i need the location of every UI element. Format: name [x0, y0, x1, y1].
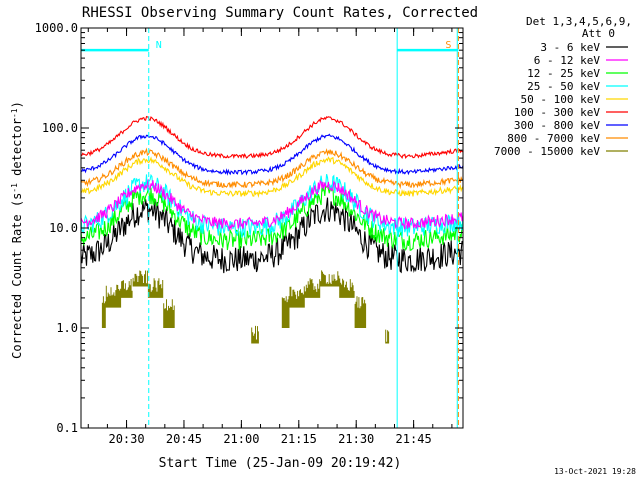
x-tick-label: 21:00	[223, 432, 259, 446]
series-line-300-800-kev	[80, 133, 464, 176]
legend-label: 300 - 800 keV	[514, 119, 600, 132]
y-tick-label: 100.0	[42, 121, 78, 135]
annotation-label-s: S	[445, 40, 451, 51]
y-axis-label-main: Corrected Count Rate (s	[10, 193, 24, 359]
legend-label: 3 - 6 keV	[540, 41, 600, 54]
chart-title: RHESSI Observing Summary Count Rates, Co…	[82, 5, 478, 21]
series-line-50-100-kev	[80, 156, 464, 198]
annotation-label-n: N	[156, 40, 162, 51]
series-line-12-25-kev	[80, 184, 464, 251]
legend-header-line-1: Det 1,3,4,5,6,9,	[526, 15, 632, 28]
svg-text:Corrected Count Rate (s-1 dete: Corrected Count Rate (s-1 detector-1)	[10, 101, 25, 359]
y-tick-label: 10.0	[49, 221, 78, 235]
y-tick-label: 1000.0	[35, 21, 78, 35]
legend-label: 12 - 25 keV	[527, 67, 600, 80]
series-line-3-6-kev	[80, 197, 464, 274]
series-line-7000-15000-kev	[101, 270, 390, 344]
render-timestamp: 13-Oct-2021 19:28	[554, 467, 636, 476]
y-axis-label-sup: -1	[10, 183, 19, 193]
legend-label: 100 - 300 keV	[514, 106, 600, 119]
y-axis-label-end: )	[10, 101, 24, 108]
series-line-800-7000-kev	[80, 147, 464, 190]
x-tick-label: 21:15	[281, 432, 317, 446]
y-tick-label: 0.1	[56, 421, 78, 435]
series-line-100-300-kev	[80, 115, 464, 160]
x-axis-label: Start Time (25-Jan-09 20:19:42)	[159, 456, 402, 471]
legend-label: 6 - 12 keV	[534, 54, 601, 67]
legend-label: 7000 - 15000 keV	[494, 145, 600, 158]
x-tick-label: 20:30	[108, 432, 144, 446]
y-tick-label: 1.0	[56, 321, 78, 335]
legend-header-line-2: Att 0	[582, 27, 615, 40]
series-line-6-12-kev	[80, 179, 464, 232]
legend-label: 25 - 50 keV	[527, 80, 600, 93]
x-tick-label: 21:45	[396, 432, 432, 446]
plot-axes-group: 0.1 1.0 10.0 100.0 1000.0 20:30 20:45 21:00 21:1…	[35, 21, 464, 446]
plot-series-group	[80, 115, 464, 344]
y-axis-label: Corrected Count Rate (s-1 detector-1)	[10, 101, 25, 359]
y-axis-label-sup2: -1	[10, 108, 19, 118]
legend-label: 50 - 100 keV	[521, 93, 601, 106]
legend-label: 800 - 7000 keV	[507, 132, 600, 145]
x-tick-label: 20:45	[166, 432, 202, 446]
y-axis-label-mid: detector	[10, 118, 24, 183]
x-tick-label: 21:30	[338, 432, 374, 446]
series-line-25-50-kev	[80, 173, 464, 238]
